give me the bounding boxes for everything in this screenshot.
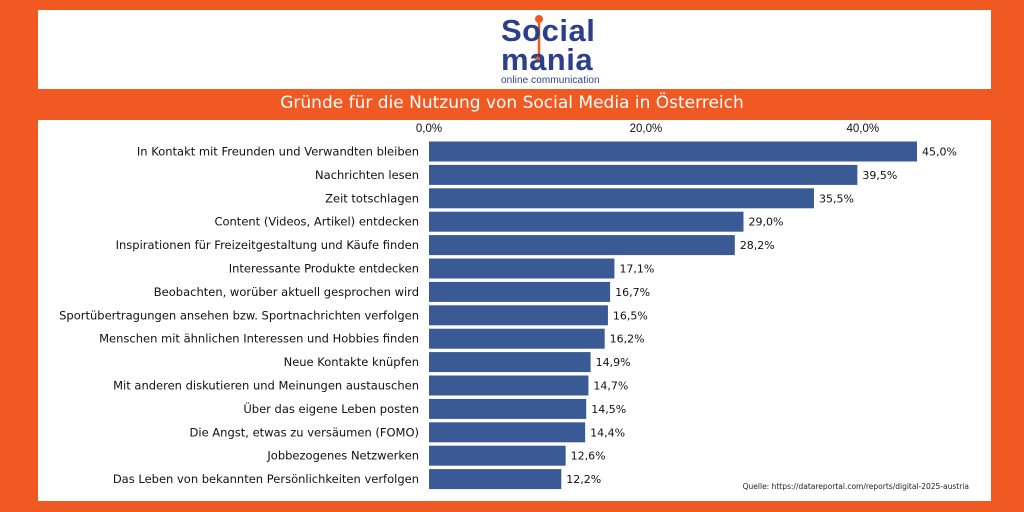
chart-title: Gründe für die Nutzung von Social Media … [280,93,744,113]
bar-chart: 0,0% 20,0% 40,0% In Kontakt mit Freunden un… [59,123,957,490]
bar [429,398,587,419]
bar [429,235,735,256]
value-label: 35,5% [819,192,854,205]
bar [429,422,586,443]
value-label: 14,9% [596,356,631,369]
category-label: Nachrichten lesen [315,168,419,182]
category-label: Beobachten, worüber aktuell gesprochen w… [154,285,419,299]
bar [429,375,589,396]
value-label: 14,7% [593,380,628,393]
category-label: Content (Videos, Artikel) entdecken [214,215,419,229]
chart-panel: 0,0% 20,0% 40,0% In Kontakt mit Freunden un… [38,120,991,501]
bar [429,164,858,185]
header-banner: Social mania online communication [38,10,991,89]
value-label: 39,5% [862,169,897,182]
category-label: Die Angst, etwas zu versäumen (FOMO) [190,425,419,439]
value-label: 17,1% [619,263,654,276]
value-label: 12,2% [566,473,601,486]
value-label: 14,4% [590,426,625,439]
bar [429,445,566,466]
logo-tagline: online communication [501,75,600,86]
value-label: 16,5% [613,309,648,322]
value-label: 12,6% [571,450,606,463]
logo-word-mania: mania [501,42,594,77]
x-tick-label: 20,0% [630,123,663,135]
logo-graphic [535,15,573,62]
source-note: Quelle: https://datareportal.com/reports… [742,482,969,491]
bar [429,281,611,302]
category-label: Jobbezogenes Netzwerken [266,449,419,463]
category-label: Zeit totschlagen [325,191,419,205]
socialmania-logo[interactable]: Social mania online communication [499,14,603,88]
value-label: 29,0% [748,216,783,229]
category-label: Interessante Produkte entdecken [229,262,419,276]
x-tick-label: 40,0% [846,123,879,135]
value-label: 16,2% [610,333,645,346]
value-label: 16,7% [615,286,650,299]
category-label: Mit anderen diskutieren und Meinungen au… [113,379,419,393]
category-label: Über das eigene Leben posten [243,400,419,416]
category-label: In Kontakt mit Freunden und Verwandten b… [137,145,419,159]
category-label: Das Leben von bekannten Persönlichkeiten… [113,472,419,486]
logo-word-social: Social [501,13,596,48]
bar [429,141,917,162]
bar [429,352,591,373]
bar [429,258,615,279]
bar [429,211,744,232]
bar [429,305,608,326]
x-tick-label: 0,0% [416,123,442,135]
value-label: 14,5% [591,403,626,416]
bar [429,328,605,349]
category-label: Neue Kontakte knüpfen [284,355,419,369]
category-label: Menschen mit ähnlichen Interessen und Ho… [99,332,419,346]
bar [429,188,814,209]
bar [429,469,562,490]
category-label: Sportübertragungen ansehen bzw. Sportnac… [59,308,419,322]
value-label: 28,2% [740,239,775,252]
category-label: Inspirationen für Freizeitgestaltung und… [116,238,419,252]
value-label: 45,0% [922,146,957,159]
